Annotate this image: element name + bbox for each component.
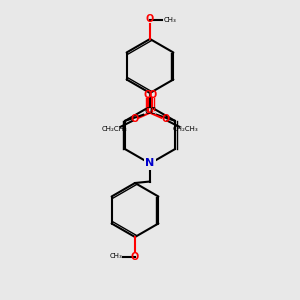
Text: O: O xyxy=(146,14,154,25)
Text: C: C xyxy=(149,107,155,116)
Text: O: O xyxy=(144,90,152,100)
Text: C: C xyxy=(145,107,151,116)
Text: O: O xyxy=(162,114,170,124)
Text: CH₃: CH₃ xyxy=(163,16,176,22)
Text: N: N xyxy=(146,158,154,169)
Text: CH₂CH₃: CH₂CH₃ xyxy=(172,126,198,132)
Text: O: O xyxy=(130,114,138,124)
Text: O: O xyxy=(131,251,139,262)
Text: CH₃: CH₃ xyxy=(109,254,122,260)
Text: CH₂CH₃: CH₂CH₃ xyxy=(102,126,128,132)
Text: O: O xyxy=(148,90,156,100)
